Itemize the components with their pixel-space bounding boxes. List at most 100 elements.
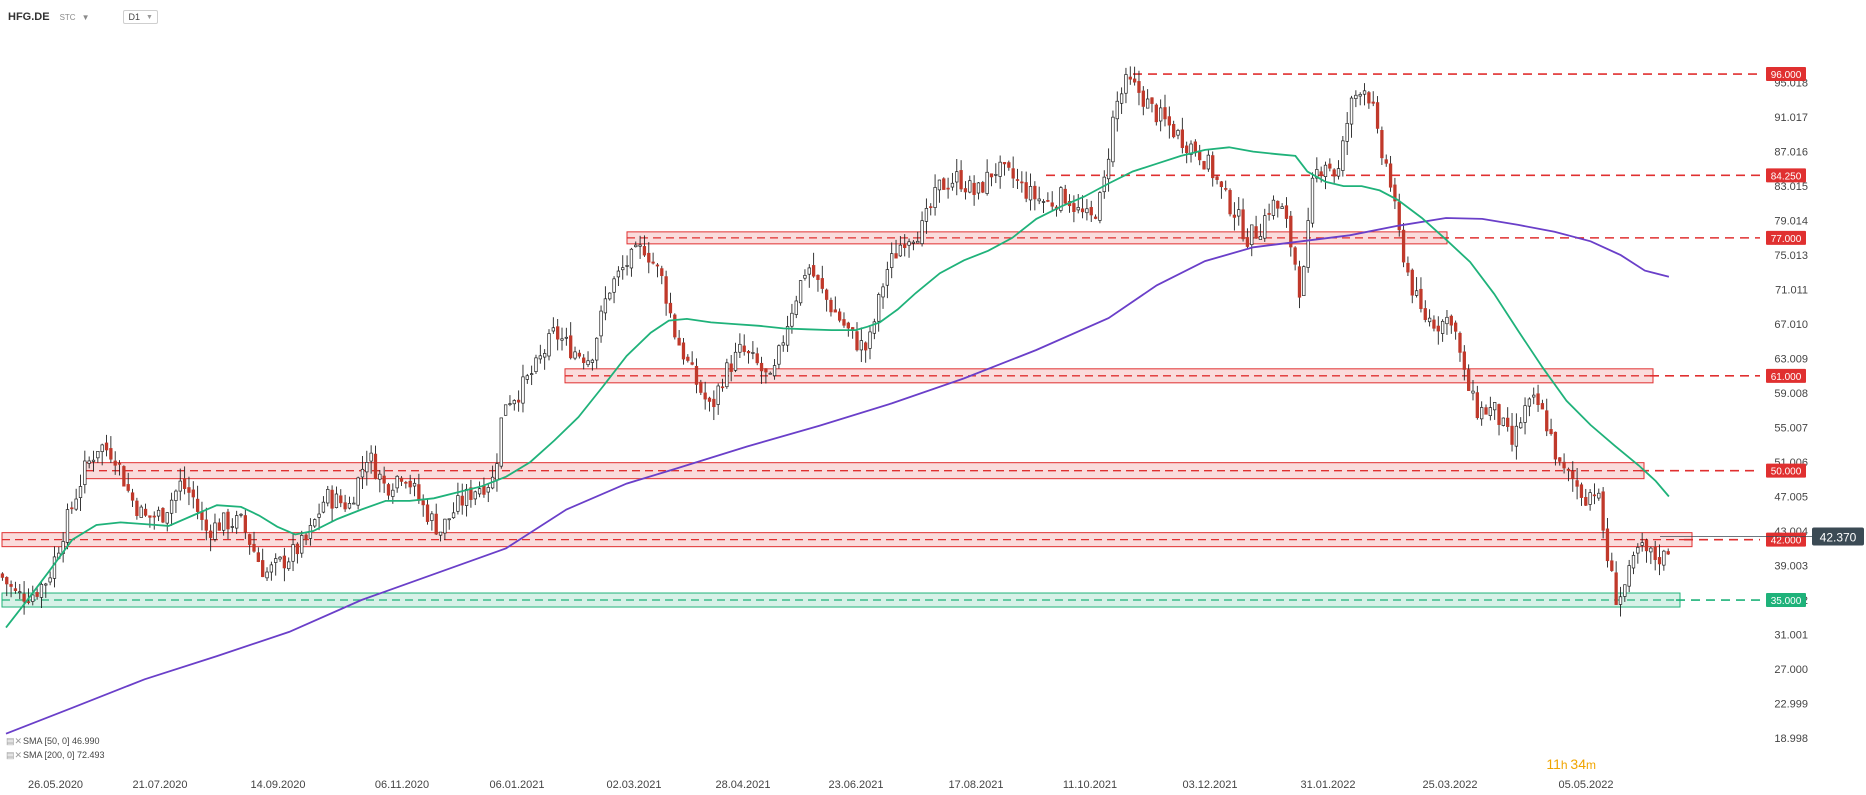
candle-body	[694, 365, 699, 385]
candle-body	[707, 397, 712, 402]
candle-body	[625, 265, 629, 267]
candle-body	[52, 556, 57, 579]
candle-body	[334, 493, 339, 509]
candle-body	[339, 495, 343, 504]
candle-body	[660, 268, 664, 276]
candle-body	[356, 477, 360, 506]
candle-body	[1215, 176, 1219, 180]
candle-body	[226, 511, 230, 530]
candle-body	[976, 182, 981, 194]
candle-body	[512, 400, 516, 405]
candle-body	[213, 522, 217, 540]
settings-close-icon[interactable]: ▤✕	[6, 750, 23, 760]
level-price-label: 61.000	[1771, 372, 1802, 383]
candle-body	[1037, 198, 1041, 202]
y-tick-label: 39.003	[1774, 561, 1808, 573]
candle-body	[1224, 188, 1228, 190]
candle-body	[300, 535, 304, 554]
y-tick-label: 31.001	[1774, 630, 1808, 642]
candle-body	[1545, 410, 1549, 432]
candle-body	[382, 475, 386, 484]
candle-body	[430, 513, 434, 521]
candle-body	[543, 353, 547, 358]
settings-close-icon[interactable]: ▤✕	[6, 736, 23, 746]
candle-body	[1614, 572, 1618, 605]
candle-body	[200, 511, 204, 520]
candle-body	[629, 248, 634, 269]
candle-body	[746, 351, 751, 354]
candle-body	[395, 475, 399, 489]
candle-body	[1445, 316, 1449, 325]
candle-body	[564, 336, 568, 339]
candle-body	[1241, 209, 1245, 240]
level-price-label: 35.000	[1771, 596, 1802, 607]
candle-body	[287, 561, 291, 570]
candle-body	[634, 244, 638, 248]
symbol-dropdown-icon[interactable]: ▼	[81, 12, 90, 22]
candle-body	[1193, 141, 1198, 154]
candle-body	[65, 509, 70, 543]
timeframe-selector[interactable]: D1 ▼	[123, 10, 158, 24]
candle-body	[1410, 269, 1414, 296]
symbol-label[interactable]: HFG.DE	[8, 11, 50, 23]
candle-body	[248, 534, 252, 545]
candle-body	[1211, 155, 1215, 179]
candle-body	[1553, 431, 1558, 460]
candle-body	[326, 489, 330, 504]
candle-body	[1393, 184, 1397, 202]
candle-body	[924, 208, 929, 222]
candle-body	[1085, 208, 1089, 214]
candle-body	[1558, 457, 1562, 462]
x-tick-label: 21.07.2020	[132, 779, 187, 791]
candle-body	[603, 298, 608, 314]
candle-body	[83, 460, 87, 485]
candle-body	[1011, 168, 1015, 179]
level-price-tag	[1766, 67, 1806, 82]
sma200-legend-row[interactable]: ▤✕ SMA [200, 0] 72.493	[6, 748, 105, 762]
y-tick-label: 59.008	[1774, 388, 1808, 400]
candle-body	[772, 365, 777, 377]
candle-body	[1631, 555, 1636, 569]
y-tick-label: 87.016	[1774, 146, 1808, 158]
candle-body	[122, 466, 126, 487]
candle-body	[217, 522, 221, 531]
candle-body	[1427, 317, 1432, 323]
y-tick-label: 83.015	[1774, 181, 1808, 193]
candle-body	[716, 385, 720, 405]
candle-body	[916, 240, 920, 244]
candle-body	[169, 499, 174, 514]
candle-body	[503, 404, 508, 416]
candle-body	[78, 486, 83, 498]
candle-body	[955, 171, 959, 183]
candle-body	[599, 310, 603, 337]
x-tick-label: 03.12.2021	[1182, 779, 1237, 791]
candle-body	[399, 477, 404, 482]
candle-body	[1250, 224, 1254, 246]
candle-body	[868, 331, 872, 349]
candle-body	[9, 584, 13, 587]
candle-body	[1523, 405, 1527, 423]
candle-body	[1228, 190, 1232, 215]
candle-body	[1271, 199, 1276, 216]
candle-body	[1562, 461, 1566, 469]
candle-body	[48, 577, 52, 583]
candle-body	[347, 503, 352, 509]
candle-body	[1185, 145, 1189, 154]
candle-body	[31, 594, 35, 602]
candle-body	[1033, 185, 1037, 200]
candle-body	[274, 558, 278, 563]
candle-body	[929, 206, 933, 208]
x-tick-label: 25.03.2022	[1422, 779, 1477, 791]
candle-body	[616, 270, 621, 278]
candle-body	[473, 491, 477, 500]
level-price-label: 77.000	[1771, 234, 1802, 245]
candle-body	[590, 359, 595, 363]
candle-body	[668, 302, 673, 314]
sma50-legend-row[interactable]: ▤✕ SMA [50, 0] 46.990	[6, 734, 105, 748]
sma200-label: SMA [200, 0] 72.493	[23, 750, 105, 760]
candle-body	[959, 170, 963, 190]
candle-body	[1532, 394, 1536, 398]
candle-body	[1367, 92, 1371, 104]
candle-body	[903, 244, 907, 248]
